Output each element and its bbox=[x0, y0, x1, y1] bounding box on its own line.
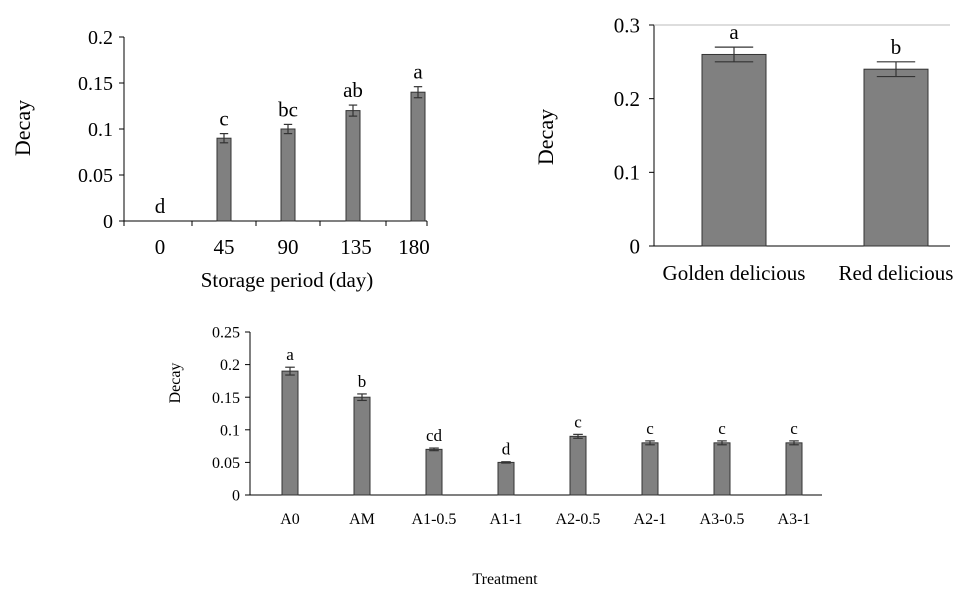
bar bbox=[410, 91, 426, 222]
y-axis-label: Decay bbox=[533, 109, 558, 165]
chart-treatment: Decay Treatment 0 0.05 0.1 0.15 0.2 0.25 A0 AM A… bbox=[167, 325, 822, 588]
significance-letter: cd bbox=[426, 426, 443, 445]
chart-storage-period: Decay Storage period (day) 0 0.05 0.1 0.15 0… bbox=[10, 27, 430, 292]
significance-letter: c bbox=[574, 412, 582, 431]
significance-letter: c bbox=[219, 107, 228, 131]
chart-cultivar: Decay 0 0.1 0.2 0.3 Golden delicious Red deli… bbox=[533, 13, 953, 285]
y-tick-label: 0.1 bbox=[614, 161, 640, 185]
y-tick-label: 0.2 bbox=[220, 357, 240, 374]
bar bbox=[345, 110, 361, 222]
x-tick-label: Red delicious bbox=[839, 261, 954, 285]
significance-letter: d bbox=[502, 440, 511, 459]
y-tick-label: 0 bbox=[630, 234, 641, 258]
y-tick-label: 0.3 bbox=[614, 13, 640, 37]
x-tick-label: A1-0.5 bbox=[412, 511, 457, 528]
y-tick-label: 0.25 bbox=[212, 325, 240, 342]
y-tick-label: 0.05 bbox=[212, 455, 240, 472]
significance-letter: a bbox=[413, 60, 423, 84]
x-tick-label: 135 bbox=[340, 235, 372, 259]
bar bbox=[713, 442, 731, 496]
x-tick-label: A2-0.5 bbox=[556, 511, 601, 528]
x-tick-label: A3-1 bbox=[778, 511, 811, 528]
y-tick-label: 0.1 bbox=[220, 422, 240, 439]
x-axis-label: Treatment bbox=[472, 571, 538, 588]
significance-letter: a bbox=[729, 20, 739, 44]
bar bbox=[863, 68, 929, 247]
y-tick-label: 0.05 bbox=[78, 165, 113, 187]
bar bbox=[785, 442, 803, 496]
bar bbox=[280, 128, 296, 222]
x-tick-label: 90 bbox=[278, 235, 299, 259]
y-tick-label: 0.15 bbox=[78, 73, 113, 95]
x-tick-label: A0 bbox=[280, 511, 300, 528]
y-tick-label: 0.1 bbox=[88, 119, 113, 141]
x-tick-label: Golden delicious bbox=[663, 261, 806, 285]
bar bbox=[701, 53, 767, 247]
significance-letter: d bbox=[155, 194, 166, 218]
bar bbox=[281, 370, 299, 496]
bar bbox=[216, 137, 232, 222]
y-tick-label: 0.15 bbox=[212, 390, 240, 407]
y-tick-label: 0.2 bbox=[88, 27, 113, 49]
bar bbox=[353, 396, 371, 496]
significance-letter: b bbox=[358, 372, 367, 391]
x-tick-label: A2-1 bbox=[634, 511, 667, 528]
x-tick-label: A3-0.5 bbox=[700, 511, 745, 528]
x-tick-label: 45 bbox=[214, 235, 235, 259]
significance-letter: a bbox=[286, 345, 294, 364]
y-tick-label: 0 bbox=[103, 211, 113, 233]
y-axis-label: Decay bbox=[167, 363, 184, 404]
x-tick-label: 180 bbox=[398, 235, 430, 259]
bar bbox=[641, 442, 659, 496]
x-axis-label: Storage period (day) bbox=[201, 268, 374, 292]
significance-letter: c bbox=[718, 419, 726, 438]
significance-letter: c bbox=[790, 419, 798, 438]
significance-letter: b bbox=[891, 35, 902, 59]
y-tick-label: 0.2 bbox=[614, 87, 640, 111]
significance-letter: bc bbox=[278, 97, 298, 121]
x-tick-label: 0 bbox=[155, 235, 166, 259]
significance-letter: c bbox=[646, 419, 654, 438]
x-tick-label: A1-1 bbox=[490, 511, 523, 528]
significance-letter: ab bbox=[343, 78, 363, 102]
x-tick-label: AM bbox=[349, 511, 375, 528]
bar bbox=[569, 435, 587, 496]
y-tick-label: 0 bbox=[232, 488, 240, 505]
bar bbox=[425, 448, 443, 496]
y-axis-label: Decay bbox=[10, 100, 35, 156]
bar bbox=[497, 461, 515, 496]
